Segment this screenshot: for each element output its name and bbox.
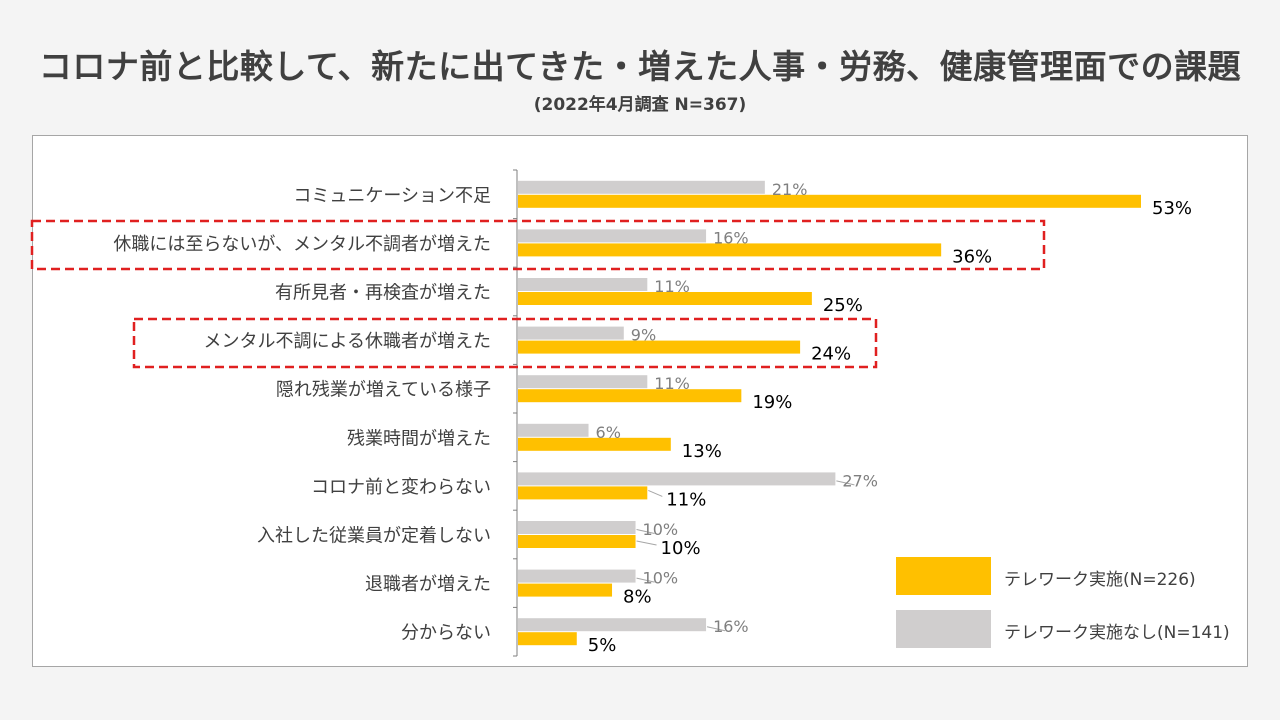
legend-label-telework: テレワーク実施(N=226) [1004,570,1196,590]
bar-no-telework [518,278,648,291]
data-label-telework: 5% [588,635,617,656]
label-leader-line [648,489,663,497]
bar-telework [518,535,636,548]
bar-telework [518,632,577,646]
legend-item-no-telework: テレワーク実施なし(N=141) [896,610,1246,648]
data-label-no-telework: 6% [596,423,621,442]
chart-subtitle: (2022年4月調査 N=367) [533,95,747,115]
data-label-telework: 13% [682,441,722,462]
data-label-no-telework: 11% [654,277,690,296]
data-label-no-telework: 16% [713,617,749,636]
data-label-no-telework: 11% [654,374,690,393]
bar-no-telework [518,569,636,583]
data-label-no-telework: 9% [631,326,656,345]
category-label: コミュニケーション不足 [293,185,491,206]
category-label: 有所見者・再検査が増えた [275,283,491,304]
data-label-no-telework: 21% [772,180,808,199]
legend-swatch-no-telework [896,610,991,648]
label-leader-line [836,480,855,486]
data-label-telework: 25% [823,295,863,316]
data-label-telework: 19% [752,392,792,413]
data-label-telework: 36% [952,246,992,267]
highlight-box [30,219,1046,271]
data-label-telework: 53% [1152,198,1192,219]
data-label-telework: 11% [666,489,706,510]
legend-swatch-telework [896,557,991,595]
category-label: メンタル不調による休職者が増えた [204,331,491,352]
data-label-telework: 8% [623,587,652,608]
bar-telework [518,583,613,597]
bar-no-telework [518,229,707,243]
label-leader-line [636,540,657,546]
data-label-no-telework: 10% [643,520,679,539]
category-label: コロナ前と変わらない [311,477,491,498]
bar-no-telework [518,375,648,389]
bar-no-telework [518,180,765,194]
legend-item-telework: テレワーク実施(N=226) [896,557,1246,595]
label-leader-line [706,626,726,632]
bar-telework [518,243,942,257]
highlight-box [132,317,878,369]
data-label-telework: 24% [811,344,851,365]
label-leader-line [636,529,655,534]
bar-no-telework [518,472,836,486]
bar-telework [518,389,742,403]
bar-no-telework [518,326,624,340]
category-label: 隠れ残業が増えている様子 [276,380,491,401]
bar-telework [518,437,671,451]
bar-telework [518,486,648,500]
bar-no-telework [518,423,589,437]
data-label-no-telework: 27% [842,471,878,490]
data-label-no-telework: 10% [643,569,679,588]
legend-label-no-telework: テレワーク実施なし(N=141) [1004,623,1230,643]
data-label-no-telework: 16% [713,228,749,247]
category-label: 退職者が増えた [365,574,491,595]
bar-no-telework [518,618,707,632]
category-label: 分からない [401,623,491,644]
bar-no-telework [518,521,636,534]
bar-telework [518,340,801,354]
category-label: 休職には至らないが、メンタル不調者が増えた [113,234,491,255]
bar-telework [518,194,1141,208]
bar-telework [518,292,812,305]
chart-title: コロナ前と比較して、新たに出てきた・増えた人事・労務、健康管理面での課題 [38,47,1242,86]
label-leader-line [636,577,655,583]
data-label-telework: 10% [661,538,701,559]
category-label: 残業時間が増えた [347,428,491,449]
category-label: 入社した従業員が定着しない [257,526,491,547]
